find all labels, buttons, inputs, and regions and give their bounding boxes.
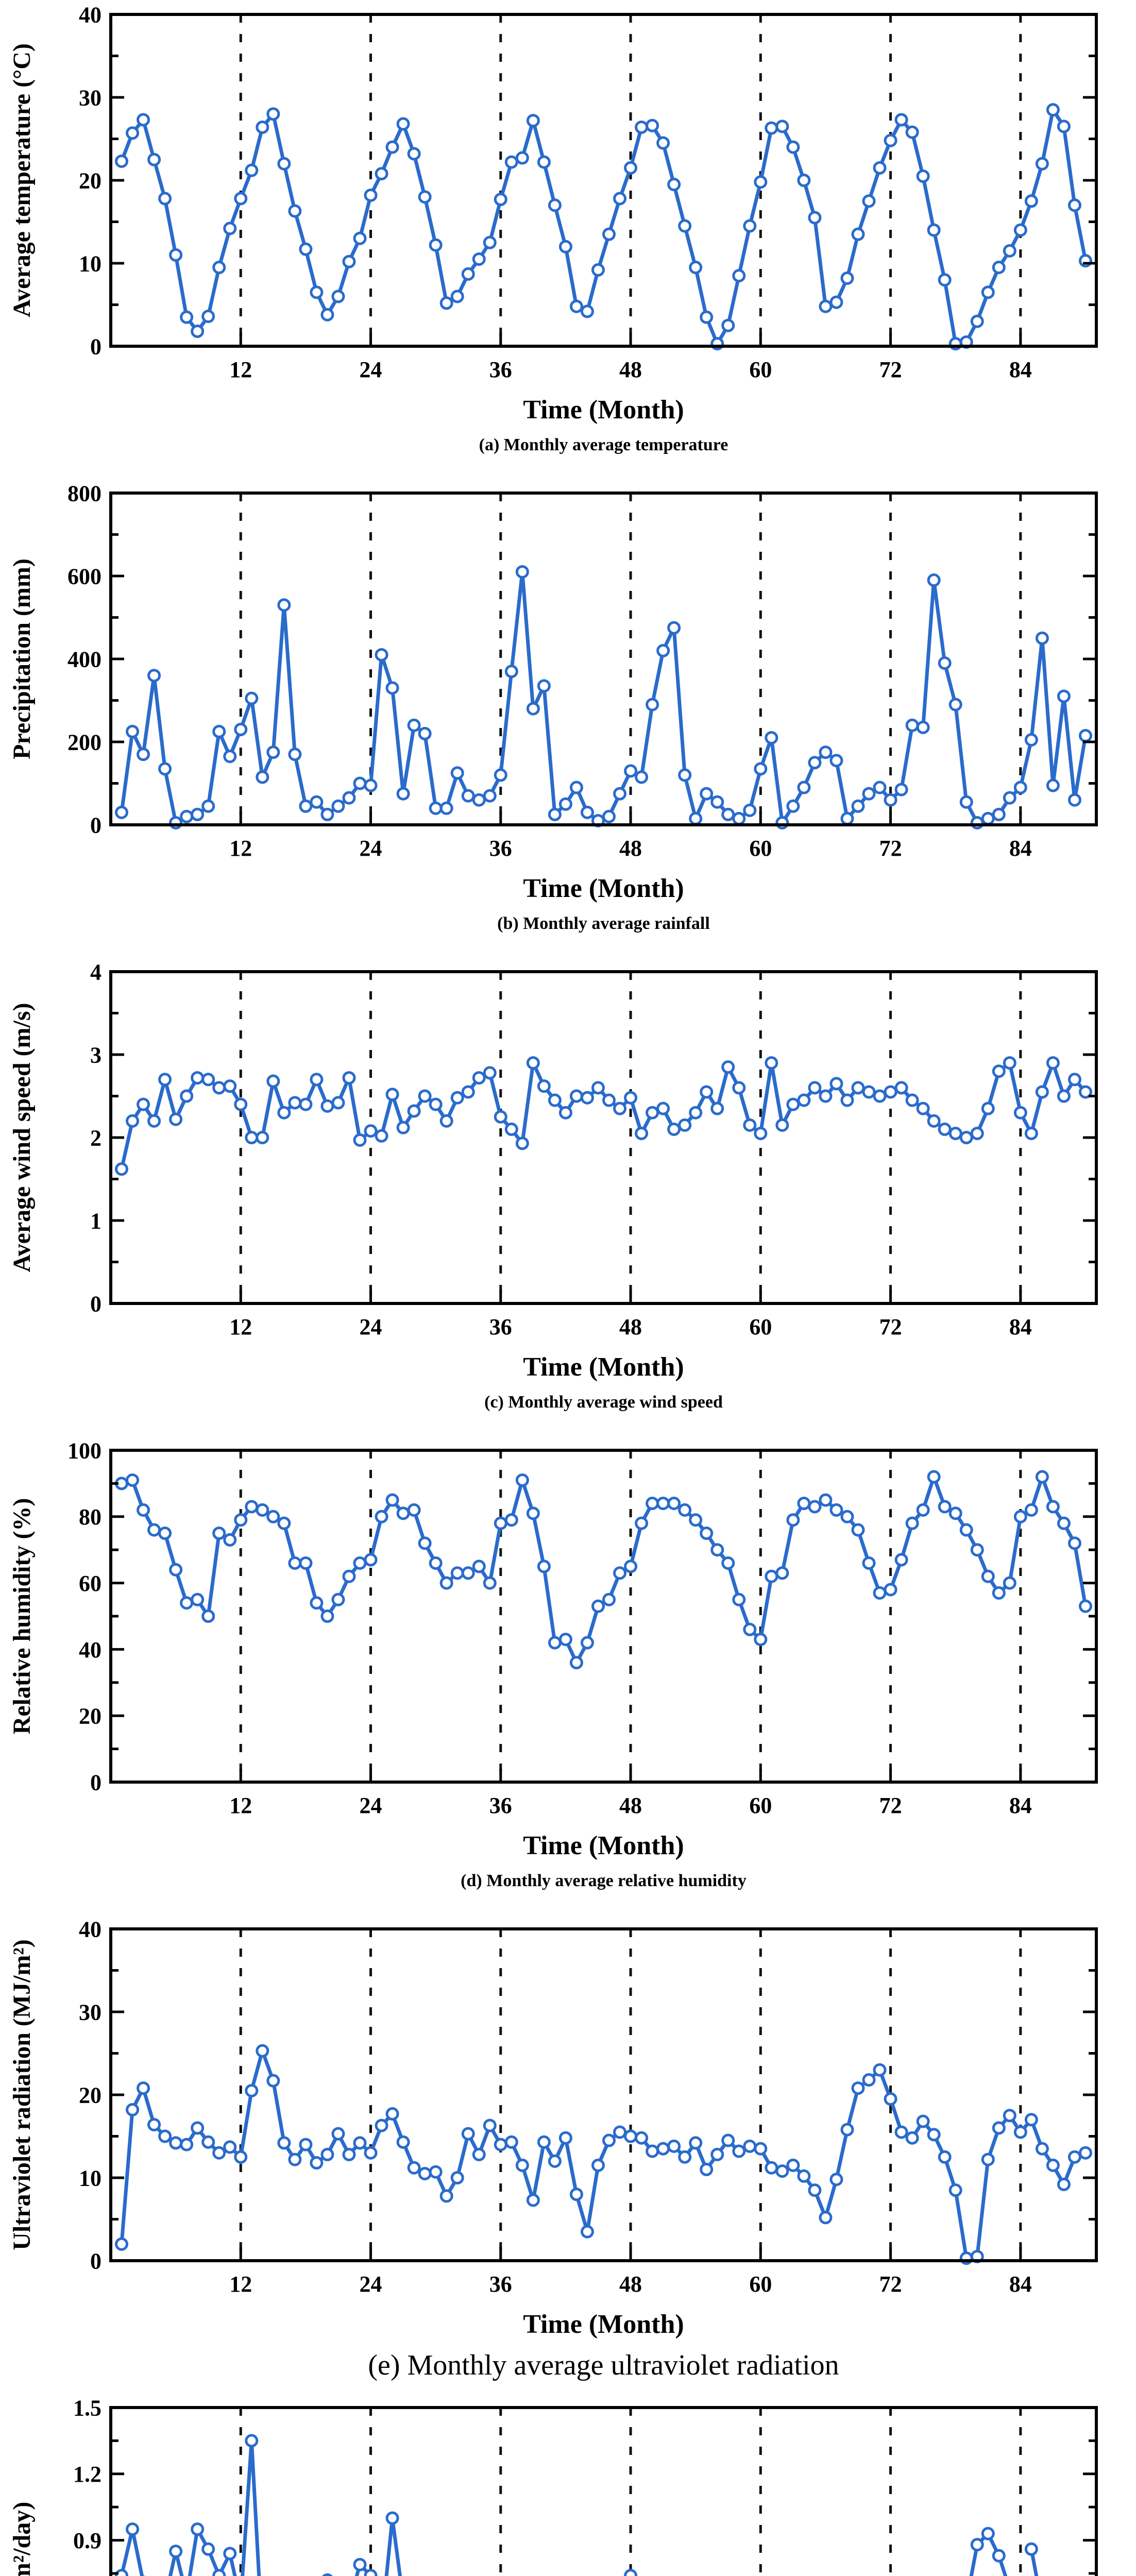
svg-text:30: 30 xyxy=(79,1999,101,2025)
chloride-wet-candle-line-chart: 00.30.60.91.21.512243648607284Time (Mont… xyxy=(8,2395,1098,2576)
svg-text:2: 2 xyxy=(90,1125,101,1150)
svg-text:3: 3 xyxy=(90,1042,101,1067)
chart-block-temperature: 0 10 20 30 40 12 24 36 48 60 72 84 Time (Month) Avera… xyxy=(0,0,1136,479)
svg-text:40: 40 xyxy=(79,1637,101,1663)
svg-text:Time (Month): Time (Month) xyxy=(523,1352,684,1382)
svg-text:0: 0 xyxy=(90,2248,101,2274)
svg-text:800: 800 xyxy=(67,481,101,506)
svg-text:36: 36 xyxy=(489,1314,512,1340)
svg-text:Time (Month): Time (Month) xyxy=(523,1831,684,1860)
svg-text:Relative humidity (%): Relative humidity (%) xyxy=(8,1498,36,1735)
svg-text:0: 0 xyxy=(90,1291,101,1316)
svg-text:Time (Month): Time (Month) xyxy=(523,395,684,425)
chart-block-rainfall: 0 200 400 600 800 12 24 36 48 60 72 84 Time (Month) P… xyxy=(0,479,1136,957)
chart-caption-temperature: (a) Monthly average temperature xyxy=(479,435,728,454)
svg-text:30: 30 xyxy=(79,85,101,110)
svg-text:Average wind speed (m/s): Average wind speed (m/s) xyxy=(8,1003,36,1272)
svg-text:72: 72 xyxy=(879,2272,902,2297)
svg-text:36: 36 xyxy=(489,2272,512,2297)
svg-text:12: 12 xyxy=(229,2272,252,2297)
svg-text:48: 48 xyxy=(619,357,642,382)
svg-text:20: 20 xyxy=(79,1704,101,1729)
svg-text:0: 0 xyxy=(90,1770,101,1795)
svg-text:72: 72 xyxy=(879,357,902,382)
svg-text:Precipitation (mm): Precipitation (mm) xyxy=(8,558,36,759)
humidity-line-chart: 0 20 40 60 80 100 12 24 36 48 60 72 84 Time (Month) Re… xyxy=(8,1438,1098,1860)
temperature-line-chart: 0 10 20 30 40 12 24 36 48 60 72 84 Time (Month) Avera… xyxy=(8,2,1098,425)
svg-text:24: 24 xyxy=(360,357,382,382)
svg-text:24: 24 xyxy=(360,2272,382,2297)
svg-text:72: 72 xyxy=(879,1793,902,1818)
svg-text:36: 36 xyxy=(489,836,512,861)
svg-text:60: 60 xyxy=(749,2272,772,2297)
chart-caption-wind-speed: (c) Monthly average wind speed xyxy=(484,1393,723,1412)
svg-text:Average temperature (°C): Average temperature (°C) xyxy=(8,43,36,317)
svg-text:1.5: 1.5 xyxy=(73,2395,101,2420)
svg-text:600: 600 xyxy=(67,564,101,589)
svg-text:(mg/dm²/day): (mg/dm²/day) xyxy=(8,2502,36,2576)
svg-text:84: 84 xyxy=(1009,1314,1032,1340)
svg-text:40: 40 xyxy=(79,2,101,27)
svg-text:72: 72 xyxy=(879,1314,902,1340)
rainfall-line-chart: 0 200 400 600 800 12 24 36 48 60 72 84 Time (Month) P… xyxy=(8,481,1098,903)
svg-text:12: 12 xyxy=(229,357,252,382)
svg-text:1.2: 1.2 xyxy=(73,2462,101,2487)
svg-text:Ultraviolet radiation (MJ/m²): Ultraviolet radiation (MJ/m²) xyxy=(8,1939,36,2250)
svg-text:48: 48 xyxy=(619,1314,642,1340)
svg-text:10: 10 xyxy=(79,251,101,276)
svg-text:84: 84 xyxy=(1009,357,1032,382)
svg-text:48: 48 xyxy=(619,2272,642,2297)
svg-text:0: 0 xyxy=(90,812,101,838)
svg-text:20: 20 xyxy=(79,2082,101,2108)
svg-text:60: 60 xyxy=(749,357,772,382)
chart-block-chloride-wet-candle: 00.30.60.91.21.512243648607284Time (Mont… xyxy=(0,2393,1136,2576)
svg-text:100: 100 xyxy=(67,1438,101,1463)
svg-text:84: 84 xyxy=(1009,1793,1032,1818)
chart-caption-humidity: (d) Monthly average relative humidity xyxy=(461,1871,747,1890)
svg-text:10: 10 xyxy=(79,2165,101,2191)
svg-text:36: 36 xyxy=(489,357,512,382)
svg-text:24: 24 xyxy=(360,1314,382,1340)
svg-text:36: 36 xyxy=(489,1793,512,1818)
svg-text:20: 20 xyxy=(79,168,101,193)
svg-text:40: 40 xyxy=(79,1917,101,1942)
svg-text:60: 60 xyxy=(749,836,772,861)
svg-text:60: 60 xyxy=(749,1793,772,1818)
chart-block-wind-speed: 0 1 2 3 4 12 24 36 48 60 72 84 Time (Month) Average w… xyxy=(0,957,1136,1436)
svg-text:72: 72 xyxy=(879,836,902,861)
svg-text:60: 60 xyxy=(749,1314,772,1340)
chart-block-humidity: 0 20 40 60 80 100 12 24 36 48 60 72 84 Time (Month) Re… xyxy=(0,1436,1136,1914)
svg-text:24: 24 xyxy=(360,836,382,861)
svg-text:12: 12 xyxy=(229,1793,252,1818)
svg-text:12: 12 xyxy=(229,1314,252,1340)
svg-text:48: 48 xyxy=(619,1793,642,1818)
svg-text:84: 84 xyxy=(1009,2272,1032,2297)
svg-text:1: 1 xyxy=(90,1208,101,1233)
svg-text:0: 0 xyxy=(90,334,101,359)
svg-text:48: 48 xyxy=(619,836,642,861)
svg-text:Time (Month): Time (Month) xyxy=(523,2310,684,2339)
chart-block-ultraviolet: 0 10 20 30 40 12 24 36 48 60 72 84 Time (Month) Ultra… xyxy=(0,1914,1136,2393)
svg-text:Time (Month): Time (Month) xyxy=(523,874,684,903)
svg-text:80: 80 xyxy=(79,1504,101,1530)
svg-text:0.9: 0.9 xyxy=(73,2528,101,2553)
svg-text:200: 200 xyxy=(67,730,101,755)
svg-text:84: 84 xyxy=(1009,836,1032,861)
svg-text:24: 24 xyxy=(360,1793,382,1818)
chart-caption-rainfall: (b) Monthly average rainfall xyxy=(497,914,710,933)
ultraviolet-line-chart: 0 10 20 30 40 12 24 36 48 60 72 84 Time (Month) Ultra… xyxy=(8,1917,1098,2339)
svg-text:400: 400 xyxy=(67,647,101,672)
svg-text:60: 60 xyxy=(79,1571,101,1596)
svg-text:12: 12 xyxy=(229,836,252,861)
svg-text:4: 4 xyxy=(90,959,101,985)
chart-caption-ultraviolet: (e) Monthly average ultraviolet radiatio… xyxy=(368,2349,839,2381)
